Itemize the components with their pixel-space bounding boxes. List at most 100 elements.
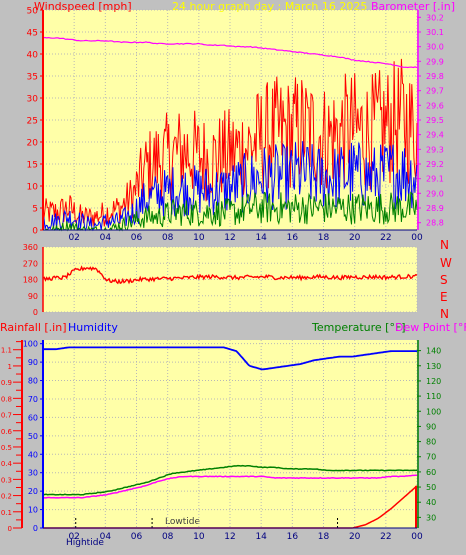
x-tick-label-bottom: 22 — [380, 532, 391, 542]
wind-tick-label: 15 — [27, 161, 38, 171]
rain-tick-label: 0.1 — [1, 509, 12, 517]
barometer-tick-label: 29.2 — [426, 160, 444, 169]
x-tick-label-bottom: 00 — [411, 532, 423, 542]
barometer-tick-label: 29.6 — [426, 101, 444, 110]
wind-tick-label: 40 — [27, 51, 39, 61]
rain-tick-label: 0.6 — [1, 428, 13, 436]
wind-tick-label: 45 — [27, 29, 38, 39]
barometer-tick-label: 29.1 — [426, 175, 444, 184]
humidity-tick-label: 40 — [28, 450, 38, 459]
barometer-tick-label: 30.1 — [426, 28, 444, 37]
compass-n-top: N — [440, 238, 449, 252]
dewpoint-label: Dew Point [°F] — [395, 321, 466, 334]
humidity-tick-label: 20 — [28, 487, 38, 496]
wind-tick-label: 50 — [27, 7, 39, 17]
series-dew-point — [42, 474, 418, 499]
direction-tick-label: 270 — [23, 259, 38, 268]
direction-tick-label: 90 — [28, 292, 38, 301]
series-gust — [42, 58, 418, 227]
series-min-wind — [42, 191, 418, 232]
barometer-label: Barometer [.in] — [371, 0, 455, 13]
barometer-tick-label: 30.2 — [426, 13, 444, 22]
x-tick-label-bottom: 10 — [193, 532, 205, 542]
rain-tick-label: 1.1 — [1, 347, 12, 355]
windspeed-label: Windspeed [mph] — [34, 0, 132, 13]
temperature-tick-label: 80 — [426, 438, 436, 447]
rainfall-label: Rainfall [.in] — [0, 321, 67, 334]
direction-tick-label: 0 — [33, 308, 38, 317]
barometer-tick-label: 29.7 — [426, 87, 444, 96]
rain-tick-label: 1 — [8, 363, 12, 371]
humidity-tick-label: 30 — [28, 469, 38, 478]
temperature-tick-label: 40 — [426, 498, 436, 507]
humidity-tick-label: 90 — [28, 358, 38, 367]
barometer-tick-label: 30.0 — [426, 43, 444, 52]
chart-title: 24 hour graph day : March 16 2025 — [172, 0, 367, 13]
wind-tick-label: 5 — [32, 205, 38, 215]
series-humidity — [43, 346, 417, 371]
temperature-tick-label: 50 — [426, 483, 436, 492]
x-tick-label-bottom: 14 — [255, 532, 267, 542]
barometer-tick-label: 29.8 — [426, 72, 444, 81]
humidity-tick-label: 80 — [28, 377, 38, 386]
barometer-tick-label: 28.9 — [426, 204, 444, 213]
direction-tick-label: 360 — [23, 243, 38, 252]
temperature-tick-label: 110 — [426, 392, 441, 401]
barometer-tick-label: 29.9 — [426, 57, 444, 66]
humidity-tick-label: 60 — [28, 413, 38, 422]
humidity-label: Humidity — [68, 321, 118, 334]
x-tick-label-bottom: 06 — [131, 532, 143, 542]
x-tick-label-bottom: 18 — [318, 532, 330, 542]
x-tick-label-top: 06 — [131, 233, 143, 243]
wind-tick-label: 30 — [27, 95, 39, 105]
x-tick-label-top: 02 — [68, 233, 79, 243]
compass-e: E — [440, 290, 448, 304]
rain-tick-label: 0 — [8, 525, 12, 533]
x-tick-label-bottom: 16 — [287, 532, 299, 542]
temperature-tick-label: 140 — [426, 347, 441, 356]
humidity-tick-label: 100 — [23, 340, 38, 349]
rain-tick-label: 0.4 — [1, 460, 13, 468]
x-tick-label-top: 22 — [380, 233, 391, 243]
x-tick-label-bottom: 20 — [349, 532, 361, 542]
humidity-tick-label: 70 — [28, 395, 38, 404]
x-tick-label-top: 00 — [411, 233, 423, 243]
wind-tick-label: 20 — [27, 139, 39, 149]
barometer-tick-label: 28.8 — [426, 219, 444, 228]
rain-tick-label: 0.9 — [1, 379, 12, 387]
compass-w: W — [440, 256, 452, 270]
direction-tick-label: 180 — [23, 276, 38, 285]
barometer-tick-label: 29.5 — [426, 116, 444, 125]
rain-tick-label: 0.2 — [1, 493, 12, 501]
barometer-tick-label: 29.3 — [426, 145, 444, 154]
barometer-tick-label: 29.4 — [426, 131, 444, 140]
x-tick-label-bottom: 04 — [100, 532, 112, 542]
x-tick-label-top: 14 — [255, 233, 267, 243]
wind-tick-label: 35 — [27, 73, 38, 83]
series-direction — [42, 265, 418, 285]
series-barometer — [42, 36, 418, 69]
x-tick-label-top: 20 — [349, 233, 361, 243]
x-tick-label-top: 08 — [162, 233, 174, 243]
x-tick-label-bottom: 12 — [224, 532, 235, 542]
compass-s: S — [440, 273, 448, 287]
temperature-tick-label: 60 — [426, 468, 436, 477]
barometer-tick-label: 29.0 — [426, 189, 444, 198]
temperature-tick-label: 70 — [426, 453, 436, 462]
hightide-label: Hightide — [66, 538, 104, 548]
x-tick-label-bottom: 08 — [162, 532, 174, 542]
temperature-tick-label: 90 — [426, 422, 436, 431]
x-tick-label-top: 10 — [193, 233, 205, 243]
x-tick-label-top: 16 — [287, 233, 299, 243]
compass-n-bottom: N — [440, 307, 449, 321]
series-temperature — [42, 464, 418, 496]
humidity-tick-label: 0 — [33, 524, 38, 533]
wind-tick-label: 0 — [32, 227, 38, 237]
wind-tick-label: 25 — [27, 117, 38, 127]
rain-tick-label: 0.5 — [1, 444, 12, 452]
temperature-label: Temperature [°F] — [311, 321, 406, 334]
lowtide-label: Lowtide — [165, 517, 200, 527]
x-tick-label-top: 04 — [100, 233, 112, 243]
rain-tick-label: 0.3 — [1, 476, 12, 484]
